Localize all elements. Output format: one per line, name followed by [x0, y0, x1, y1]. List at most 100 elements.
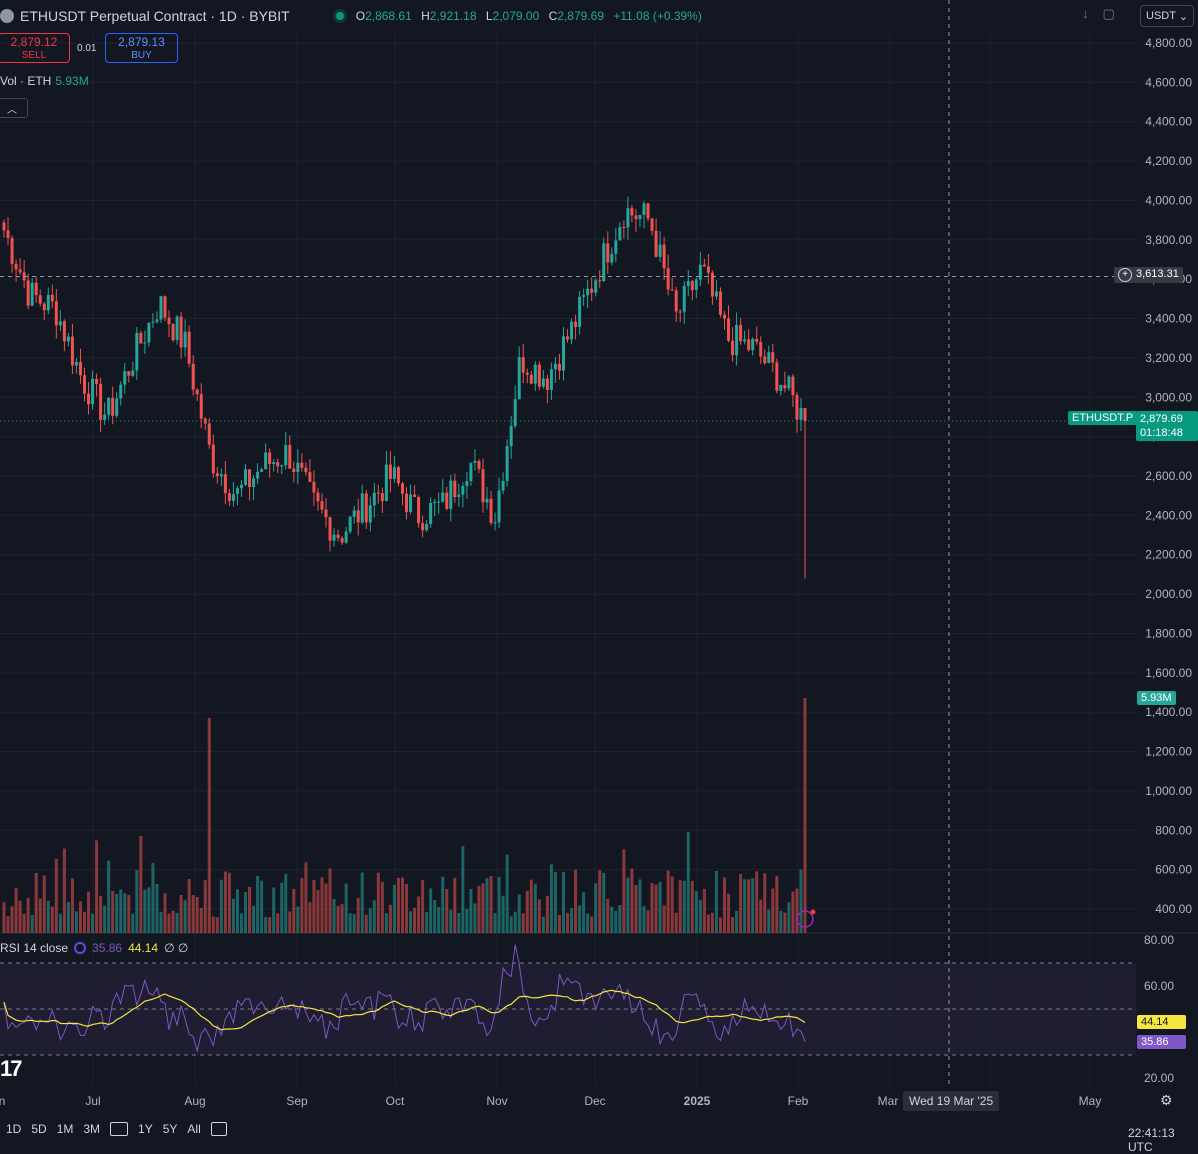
candle-body — [634, 215, 638, 220]
candle-body — [445, 492, 449, 509]
volume-bar — [505, 854, 509, 933]
notification-dot-icon — [810, 909, 816, 915]
volume-bar — [276, 913, 280, 933]
volume-bar — [34, 872, 38, 933]
candle-body — [211, 444, 215, 474]
timeframe-bar: 1D 5D 1M 3M 1Y 5Y All — [0, 1118, 1198, 1140]
crosshair-date-label: Wed 19 Mar '25 — [903, 1091, 1000, 1111]
candle-body — [364, 493, 368, 523]
volume-bar — [606, 898, 610, 933]
volume-legend[interactable]: Vol · ETH 5.93M — [0, 74, 89, 88]
volume-bar — [155, 883, 159, 933]
buy-button[interactable]: 2,879.13 BUY — [105, 33, 178, 63]
candle-body — [388, 464, 392, 479]
volume-bar — [131, 913, 135, 933]
rsi-ma-line — [3, 989, 806, 1031]
volume-bar — [231, 898, 235, 933]
timeframe-1d[interactable]: 1D — [6, 1122, 22, 1136]
volume-bar — [360, 872, 364, 933]
price-axis-label: 4,400.00 — [1145, 115, 1192, 129]
volume-bar — [638, 879, 642, 933]
timeframe-5d[interactable]: 5D — [31, 1122, 47, 1136]
candle-body — [650, 218, 654, 231]
volume-bar — [376, 872, 380, 933]
volume-bar — [87, 891, 91, 933]
candle-body — [83, 375, 87, 394]
candle-body — [735, 324, 739, 356]
volume-bar — [457, 913, 461, 933]
rsi-legend[interactable]: RSI 14 close 35.86 44.14 ∅ ∅ — [0, 941, 189, 955]
volume-bar — [751, 878, 755, 933]
candle-body — [517, 357, 521, 400]
volume-bar — [445, 889, 449, 933]
candle-body — [767, 352, 771, 364]
candle-body — [622, 227, 626, 229]
candle-body — [537, 364, 541, 387]
last-price-symbol: ETHUSDT.P — [1068, 411, 1138, 425]
candle-body — [328, 517, 332, 541]
price-axis-label: 4,200.00 — [1145, 154, 1192, 168]
candle-body — [654, 230, 658, 257]
candle-body — [239, 484, 243, 489]
candle-body — [248, 469, 252, 488]
candle-body — [638, 214, 642, 220]
timeframe-3m[interactable]: 3M — [83, 1122, 101, 1136]
volume-bar — [722, 877, 726, 933]
volume-bar — [111, 890, 115, 933]
price-axis-label: 1,200.00 — [1145, 745, 1192, 759]
volume-bar — [308, 902, 312, 933]
timeframe-5y[interactable]: 5Y — [162, 1122, 178, 1136]
candle-body — [557, 363, 561, 371]
tradingview-logo[interactable]: 17 — [0, 1056, 23, 1081]
gear-icon[interactable]: ⚙ — [1160, 1092, 1173, 1108]
candle-body — [384, 464, 388, 502]
volume-bar — [598, 870, 602, 933]
candle-body — [99, 383, 103, 421]
symbol-title[interactable]: ETHUSDT Perpetual Contract · 1D · BYBIT — [20, 8, 290, 24]
volume-bar — [62, 848, 66, 933]
add-alert-icon[interactable]: + — [1118, 268, 1132, 282]
market-status-icon[interactable] — [335, 12, 344, 20]
volume-bar — [779, 910, 783, 933]
compare-icon[interactable] — [110, 1122, 129, 1136]
volume-bar — [107, 860, 111, 933]
volume-bar — [795, 888, 799, 933]
volume-bar — [50, 906, 54, 933]
volume-bar — [509, 916, 513, 933]
calendar-icon[interactable] — [210, 1122, 227, 1136]
candle-body — [787, 376, 791, 389]
currency-selector[interactable]: USDT ⌄ — [1140, 5, 1194, 27]
volume-bar — [284, 873, 288, 933]
volume-bar — [332, 899, 336, 933]
volume-bar — [143, 889, 147, 933]
volume-bar — [159, 911, 163, 933]
candle-body — [779, 385, 783, 391]
collapse-legend-button[interactable]: ︿ — [0, 98, 28, 118]
candle-body — [747, 339, 751, 351]
timeframe-1y[interactable]: 1Y — [138, 1122, 153, 1136]
candle-body — [159, 296, 163, 320]
candle-body — [706, 266, 710, 273]
candle-body — [215, 473, 219, 477]
volume-bar — [336, 905, 340, 933]
candle-body — [308, 472, 312, 482]
download-icon[interactable]: ↓ — [1082, 6, 1089, 21]
candle-body — [46, 294, 50, 311]
sell-button[interactable]: 2,879.12 SELL — [0, 33, 70, 63]
screenshot-icon[interactable]: ▢ — [1102, 6, 1115, 21]
volume-tag: 5.93M — [1137, 691, 1176, 705]
timeframe-1m[interactable]: 1M — [56, 1122, 74, 1136]
candle-body — [533, 364, 537, 384]
volume-bar — [590, 916, 594, 933]
candle-body — [340, 538, 344, 543]
candle-body — [155, 319, 159, 322]
candle-body — [727, 318, 731, 341]
volume-bar — [545, 895, 549, 933]
timeframe-all[interactable]: All — [187, 1122, 201, 1136]
volume-bar — [368, 908, 372, 933]
rsi-axis-label: 20.00 — [1144, 1071, 1174, 1085]
candle-body — [545, 378, 549, 390]
candle-body — [771, 352, 775, 363]
candle-body — [763, 356, 767, 364]
